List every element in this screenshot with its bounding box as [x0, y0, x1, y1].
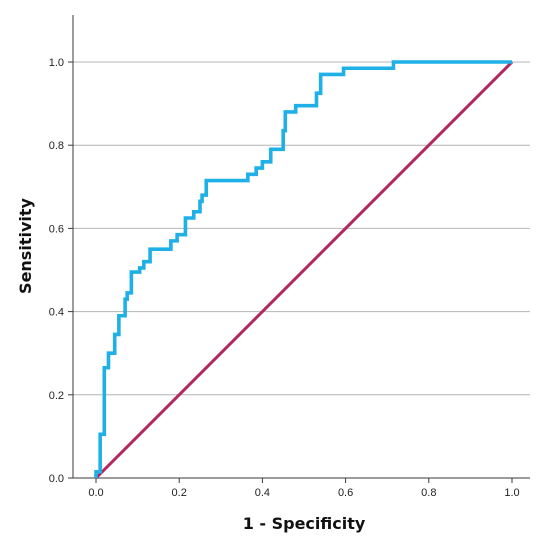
gridlines	[73, 61, 530, 396]
y-tick-label: 0.4	[49, 307, 64, 319]
x-axis-title: 1 - Specificity	[243, 514, 366, 533]
x-tick-label: 1.0	[504, 487, 519, 499]
x-tick-label: 0.6	[338, 487, 353, 499]
x-tick-label: 0.8	[421, 487, 436, 499]
y-tick-label: 0.2	[49, 390, 64, 402]
y-tick-label: 0.6	[49, 223, 64, 235]
series-group	[94, 60, 514, 480]
axis-ticks: 0.0 0.2 0.4 0.6 0.8 1.0 0.0 0.2 0.4 0.6 0.8 1.0	[49, 57, 520, 499]
y-tick-label: 1.0	[49, 57, 64, 69]
x-tick-label: 0.0	[88, 487, 103, 499]
roc-curve	[94, 60, 512, 478]
y-tick-label: 0.0	[49, 473, 64, 485]
reference-diagonal	[94, 60, 514, 480]
x-tick-label: 0.2	[172, 487, 187, 499]
x-tick-label: 0.4	[255, 487, 270, 499]
axes	[72, 15, 530, 479]
y-axis-title: Sensitivity	[16, 197, 35, 293]
y-tick-label: 0.8	[49, 140, 64, 152]
